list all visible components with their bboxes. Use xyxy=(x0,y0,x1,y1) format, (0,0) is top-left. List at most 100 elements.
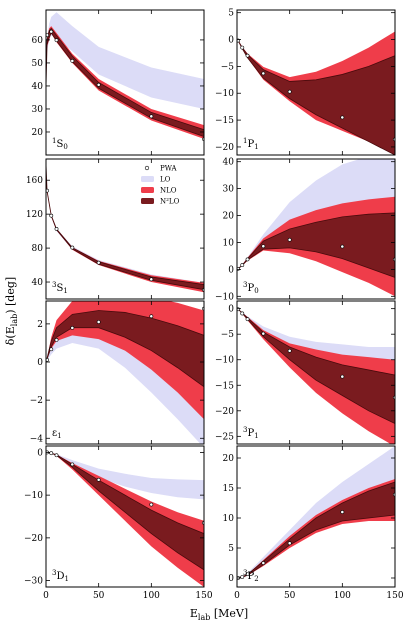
frame-1S0 xyxy=(45,9,205,156)
plot-area-3P2 xyxy=(237,446,395,580)
pwa-point-3S1-4 xyxy=(96,260,101,265)
frame-1P1 xyxy=(236,9,396,156)
pwa-point-1S0-4 xyxy=(96,82,101,87)
pwa-point-3D1-2 xyxy=(54,453,59,458)
y-tick-label-1S0-0: 20 xyxy=(32,128,44,138)
y-tick-label-1S0-2: 40 xyxy=(32,82,44,92)
n2lo-band-3P1 xyxy=(237,308,395,425)
y-tick-label-e1-3: 2 xyxy=(37,320,43,330)
panel-label-3P0: 3P0 xyxy=(243,281,259,295)
panel-label-3D1: 3D1 xyxy=(52,569,69,583)
plot-area-3D1 xyxy=(46,450,204,587)
x-axis-title: Elab [MeV] xyxy=(190,607,248,622)
y-tick-label-1P1-3: −5 xyxy=(221,62,235,72)
panel-label-3S1: 3S1 xyxy=(52,281,68,295)
pwa-point-e1-4 xyxy=(96,320,101,324)
plot-area-3P1 xyxy=(237,307,395,444)
panel-label-1P1: 1P1 xyxy=(243,137,259,151)
legend-label-3: N²LO xyxy=(160,198,180,206)
pwa-point-3P2-5 xyxy=(340,510,345,514)
y-tick-label-1S0-1: 30 xyxy=(32,105,44,115)
y-tick-label-3P2-4: 20 xyxy=(223,454,235,464)
x-axis-title-main: E xyxy=(190,607,198,620)
pwa-point-1S0-3 xyxy=(70,58,75,63)
panel-label-sub-3P0: 0 xyxy=(254,287,258,295)
legend-swatch-nlo xyxy=(141,187,154,193)
panel-label-1S0: 1S0 xyxy=(52,137,68,151)
panel-label-sup-3P0: 3 xyxy=(243,281,247,289)
panel-label-sub-1S0: 0 xyxy=(63,143,67,151)
pwa-point-3P2-4 xyxy=(287,541,292,546)
pwa-point-1P1-5 xyxy=(340,115,345,120)
pwa-point-1P1-2 xyxy=(245,53,250,58)
panel-label-main-3P0: P xyxy=(247,283,254,294)
y-tick-label-3D1-1: −20 xyxy=(24,534,43,544)
lo-band-3P2 xyxy=(237,446,395,578)
frame-3P2 xyxy=(236,445,396,588)
y-tick-label-3P2-1: 5 xyxy=(228,544,234,554)
x-tick-label-3D1-0: 0 xyxy=(43,591,49,601)
y-tick-label-1P1-4: 0 xyxy=(228,36,234,46)
legend-label-0: PWA xyxy=(160,165,178,173)
pwa-point-e1-2 xyxy=(54,337,59,342)
nlo-band-3D1 xyxy=(46,452,204,587)
plot-area-3S1 xyxy=(46,163,204,293)
x-tick-label-3P2-1: 50 xyxy=(284,591,296,601)
frame-3P0 xyxy=(236,158,396,300)
y-axis-title-tail: ) [deg] xyxy=(4,277,17,314)
pwa-point-3P2-1 xyxy=(240,575,245,579)
n2lo-band-1S0 xyxy=(46,27,204,138)
x-tick-label-3P2-3: 150 xyxy=(386,591,403,601)
frame-3D1 xyxy=(45,445,205,588)
n2lo-band-3D1 xyxy=(46,452,204,571)
pwa-point-e1-1 xyxy=(49,347,54,352)
plot-area-1P1 xyxy=(237,31,395,155)
pwa-point-3P0-5 xyxy=(340,244,345,249)
y-tick-label-3P1-0: −25 xyxy=(215,432,234,442)
frame-e1 xyxy=(45,300,205,445)
panel-label-main-3P1: P xyxy=(247,428,254,439)
y-tick-label-3P1-5: 0 xyxy=(228,305,234,315)
y-tick-label-3D1-0: −30 xyxy=(24,577,43,587)
frame-3S1 xyxy=(45,158,205,300)
x-tick-label-3P2-0: 0 xyxy=(234,591,240,601)
pwa-point-3P0-3 xyxy=(261,244,266,249)
y-tick-label-1S0-4: 60 xyxy=(32,36,44,46)
legend: PWA LO NLO N²LO xyxy=(141,165,180,206)
y-tick-label-3P0-1: 0 xyxy=(228,265,234,275)
panel-label-sub-3S1: 1 xyxy=(63,287,67,295)
legend-swatch-lo xyxy=(141,176,154,182)
plot-area-3P0 xyxy=(237,159,395,297)
x-tick-label-3D1-3: 150 xyxy=(195,591,212,601)
lo-band-3D1 xyxy=(46,452,204,500)
panel-label-main-1S0: S xyxy=(56,139,63,150)
pwa-point-3P1-3 xyxy=(261,331,266,336)
panel-label-main-3P2: P xyxy=(247,571,254,582)
y-tick-label-3P0-4: 30 xyxy=(223,185,235,195)
pwa-point-3S1-0 xyxy=(46,188,49,193)
plot-area-1S0 xyxy=(46,12,204,142)
pwa-point-3P1-4 xyxy=(287,348,292,353)
legend-marker-pwa xyxy=(144,165,150,171)
y-tick-label-3P0-0: −10 xyxy=(215,292,234,302)
y-tick-label-3S1-2: 120 xyxy=(26,210,43,220)
pwa-point-3P0-1 xyxy=(240,263,245,267)
pwa-point-3D1-5 xyxy=(149,502,154,507)
pwa-point-3S1-5 xyxy=(149,277,154,282)
y-tick-label-3P1-1: −20 xyxy=(215,407,234,417)
y-tick-label-1P1-5: 5 xyxy=(228,9,234,19)
y-tick-label-3S1-1: 80 xyxy=(32,244,44,254)
pwa-point-3P0-4 xyxy=(287,237,292,242)
panel-label-sub-3D1: 1 xyxy=(65,575,69,583)
y-tick-label-3S1-0: 40 xyxy=(32,278,44,288)
pwa-point-3P2-3 xyxy=(261,561,266,565)
panel-label-main-e1: ε xyxy=(52,428,57,439)
pwa-point-3P1-5 xyxy=(340,374,345,379)
panel-3S1: 40 80 120 160 3S1 xyxy=(26,158,205,300)
panel-label-sup-3S1: 3 xyxy=(52,281,56,289)
y-axis-title-main: δ(E xyxy=(4,326,17,345)
panel-3P2: 0 50 100 150 0 5 10 15 20 3P2 xyxy=(223,445,404,601)
nlo-band-3S1 xyxy=(46,163,204,293)
pwa-point-3S1-2 xyxy=(54,227,59,231)
